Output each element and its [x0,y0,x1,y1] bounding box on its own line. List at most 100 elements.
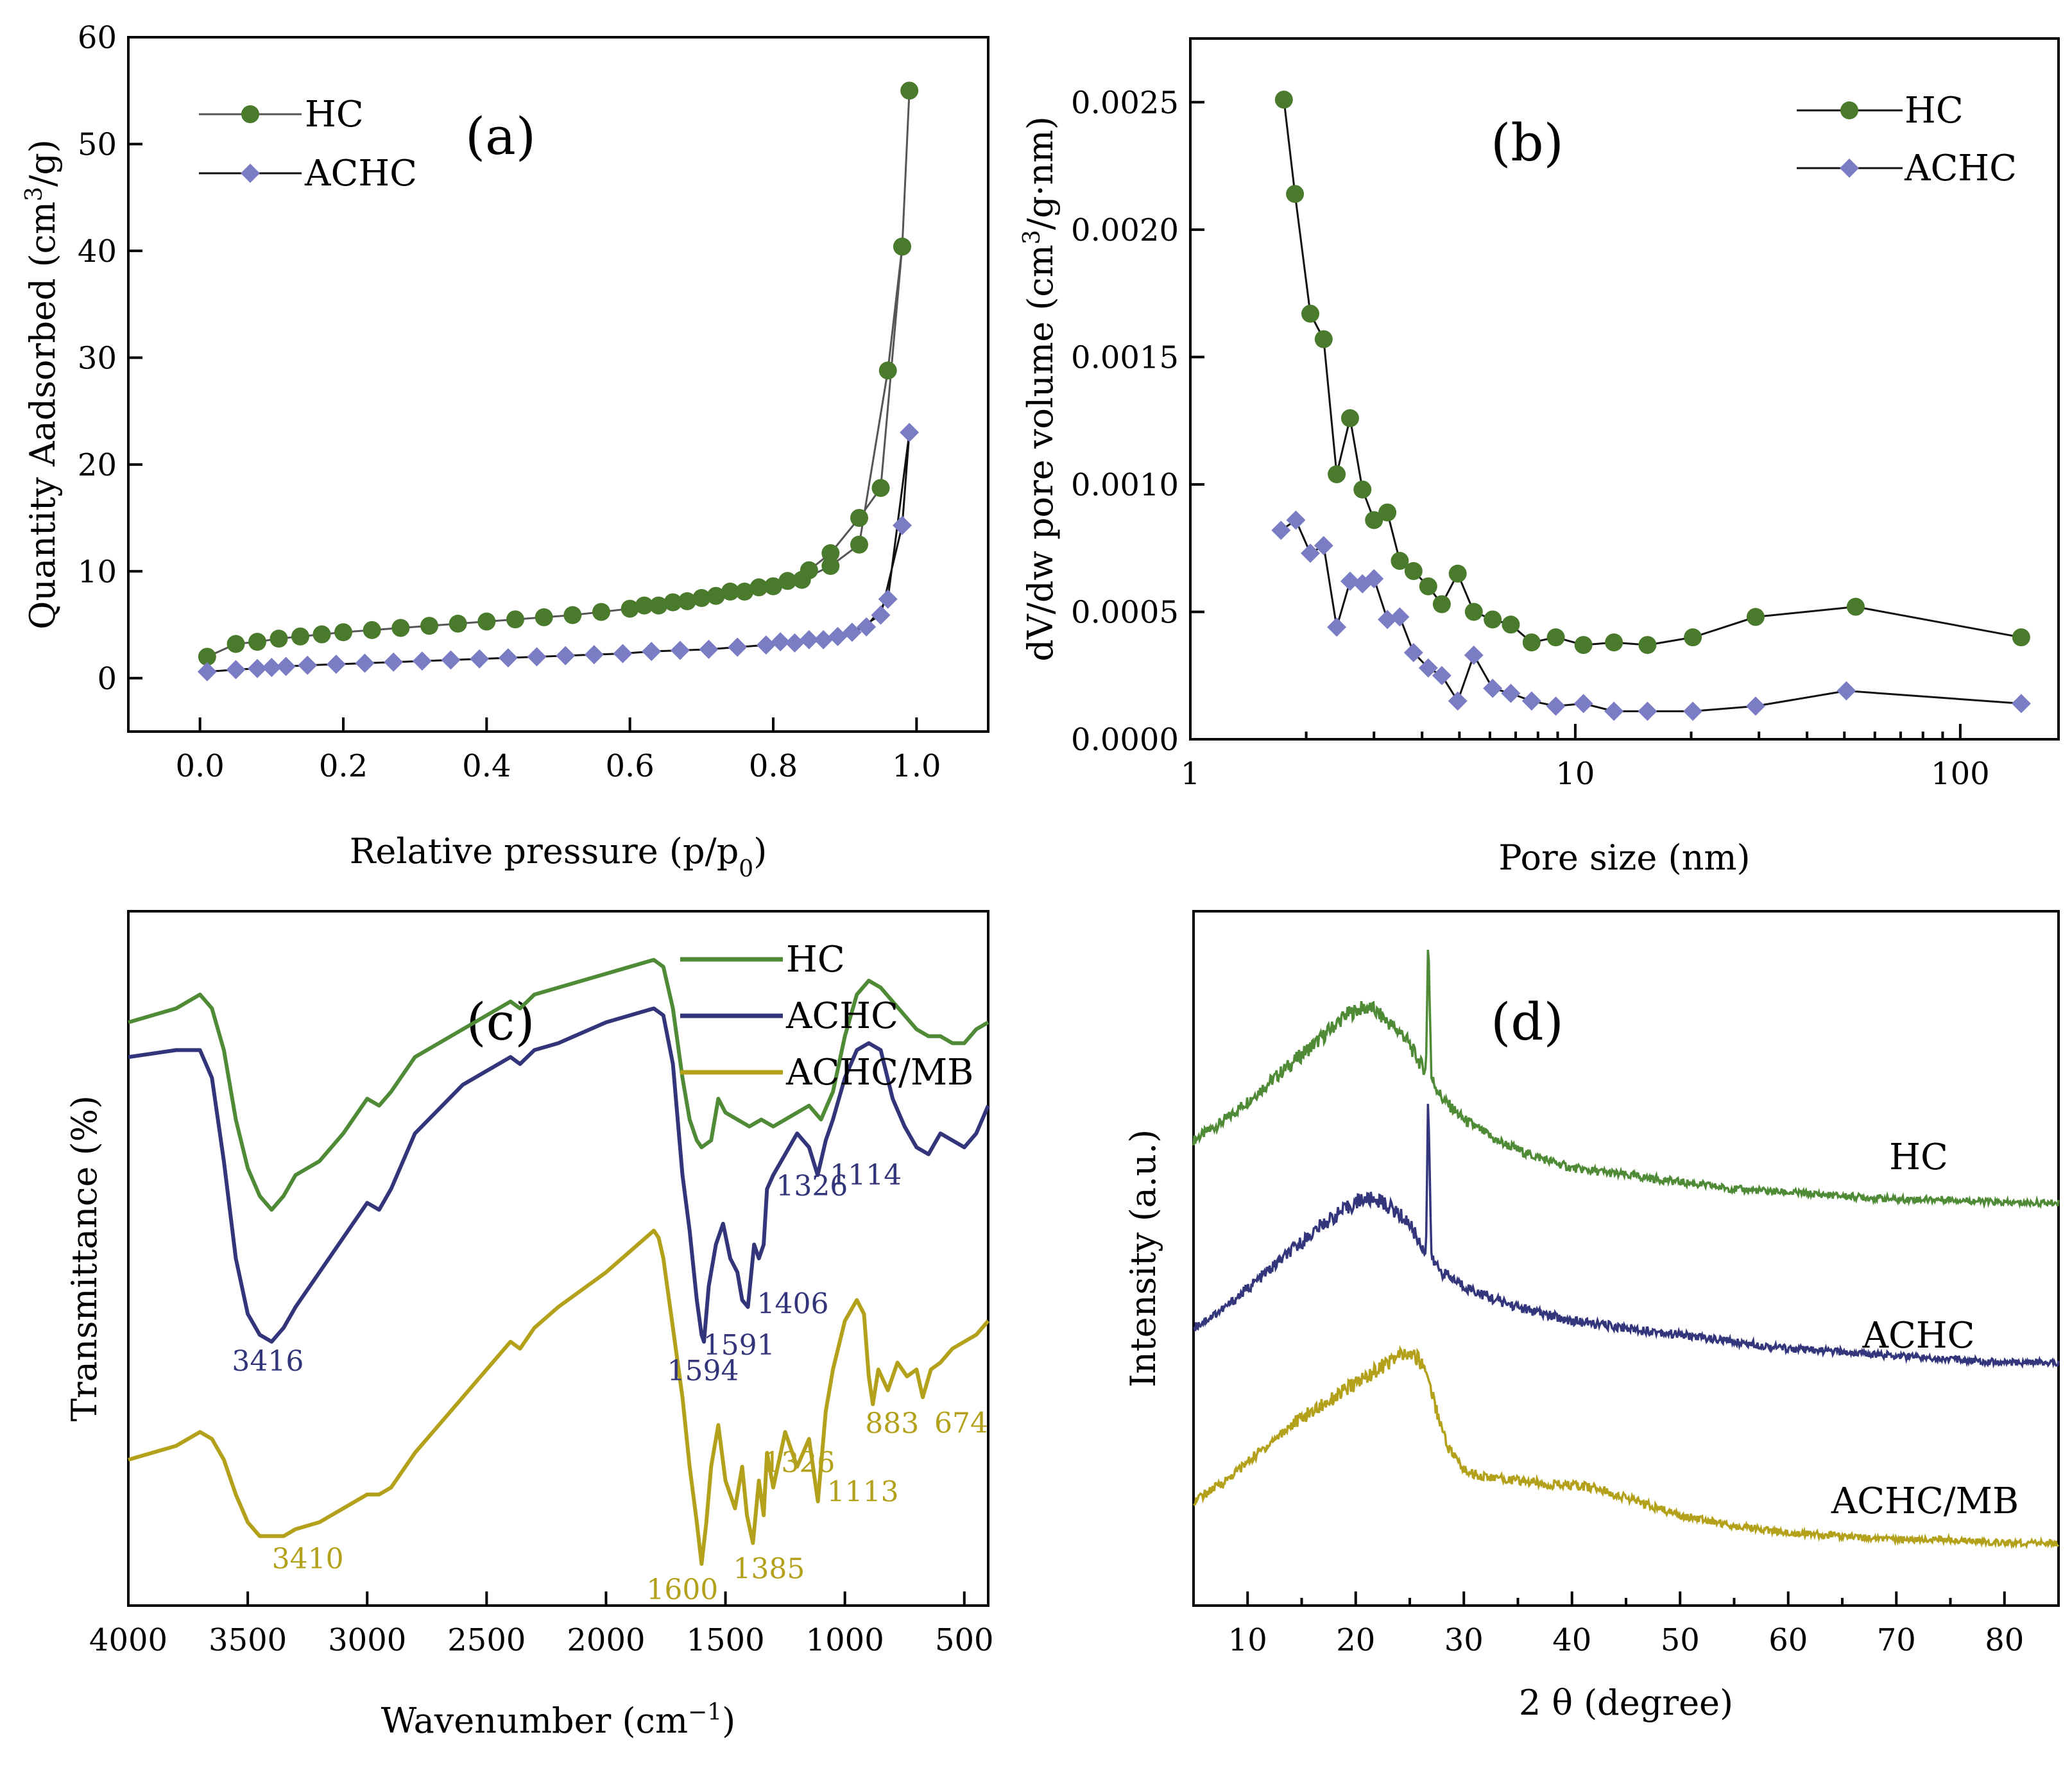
panel-b: 1 10 100 0.0000 0.0005 0.0010 0.0015 0.0020 0.00… [1019,37,2060,878]
achc-point [699,639,719,659]
plot-frame [127,36,989,733]
hc-point [1378,503,1397,522]
hc-point [850,509,868,527]
peak-annotation: 674 [934,1407,988,1439]
hc-point [1404,562,1423,580]
achc-point [527,647,547,667]
hc-point [1391,552,1409,570]
achc-point [1364,569,1384,588]
hc-point [198,647,216,666]
plot-frame [1189,37,2060,741]
hc-point [1502,615,1520,634]
x-tick-label: 20 [1336,1622,1375,1658]
achc-point [1501,683,1521,703]
x-tick-label: 0.4 [462,748,511,784]
peak-annotation: 1114 [830,1159,902,1192]
achc-point [1745,696,1765,716]
peak-annotation: 1594 [667,1355,739,1387]
hc-point [506,610,524,629]
hc-point [1605,633,1623,652]
hc-point [749,578,768,597]
hc-point [1638,636,1657,655]
y-tick-label: 40 [78,234,117,270]
achc-point [613,644,633,664]
y-axis-label: Transmittance (%) [64,1095,105,1421]
hc-point [800,561,818,579]
x-axis-label: Wavenumber (cm−1) [381,1699,735,1742]
hc-point [821,556,840,575]
achc-point [1546,696,1566,716]
y-tick-label: 50 [78,126,117,162]
achc-point [248,658,267,678]
achc-point [771,632,791,652]
peak-annotation: 3416 [232,1345,304,1378]
x-tick-label: 0.8 [749,748,798,784]
series-label: ACHC/MB [1831,1480,2019,1522]
peak-annotation: 1113 [827,1476,899,1509]
hc-point [313,625,331,644]
achc-point [785,633,805,653]
hc-point [1684,628,1702,647]
achc-xrd-line [1193,1104,2060,1369]
y-axis-label: Intensity (a.u.) [1123,1129,1163,1387]
hc-point [227,635,245,653]
hc-point [706,587,725,605]
achc-ftir-line [128,1006,990,1344]
hc-point [1274,90,1293,109]
achc-point [584,645,604,665]
achc-point [828,626,848,646]
hc-point [334,623,352,642]
hc-point [1746,608,1765,626]
achc-point [670,640,690,660]
achc-point [1464,645,1484,665]
panel-label: (a) [465,107,536,166]
peak-annotation: 1385 [733,1553,805,1586]
y-tick-label: 0.0015 [1071,339,1179,375]
achc-point [1271,520,1291,540]
hc-point [635,596,653,615]
x-tick-label: 1000 [806,1622,884,1658]
achc-point [1301,544,1321,563]
y-tick-label: 0.0005 [1071,594,1179,630]
x-tick-label: 60 [1768,1622,1808,1658]
hc-point [764,577,782,596]
x-tick-label: 1500 [686,1622,764,1658]
x-tick-label: 70 [1877,1622,1916,1658]
hc-point [248,633,266,651]
y-axis-label: dV/dw pore volume (cm3/g·nm) [1019,116,1061,662]
x-tick-label: 10 [1555,756,1595,792]
hc-ftir-line [128,957,989,1212]
achcmb-ftir-line [128,1228,990,1566]
achc-point [799,630,819,649]
hc-point [678,592,696,610]
hc-point [850,535,868,554]
hc-point [563,606,582,624]
x-tick-label: 80 [1985,1622,2024,1658]
legend-marker-achc [1840,159,1859,178]
peak-annotation: 883 [865,1407,919,1440]
hc-point [735,582,754,601]
achc-point [1286,510,1306,530]
achc-point [814,630,834,649]
hc-point [621,599,639,618]
hc-point [1365,511,1383,529]
achc-point [298,655,318,675]
hc-xrd-line [1192,949,2060,1209]
hc-point [1286,185,1305,203]
hc-point [391,619,410,637]
y-tick-label: 30 [78,340,117,376]
plot-frame [127,910,989,1607]
achc-point [2011,694,2031,714]
hc-point [270,630,288,648]
y-tick-label: 0.0000 [1071,722,1179,758]
hc-point [535,608,553,626]
y-tick-label: 0 [97,661,117,697]
achc-point [1448,691,1468,711]
hc-point [778,572,797,590]
y-tick-label: 0.0025 [1071,85,1179,121]
hc-point [592,603,610,621]
achc-point [893,515,912,535]
hc-point [1448,564,1467,583]
hc-point [1340,409,1359,427]
achc-point [1573,694,1593,714]
